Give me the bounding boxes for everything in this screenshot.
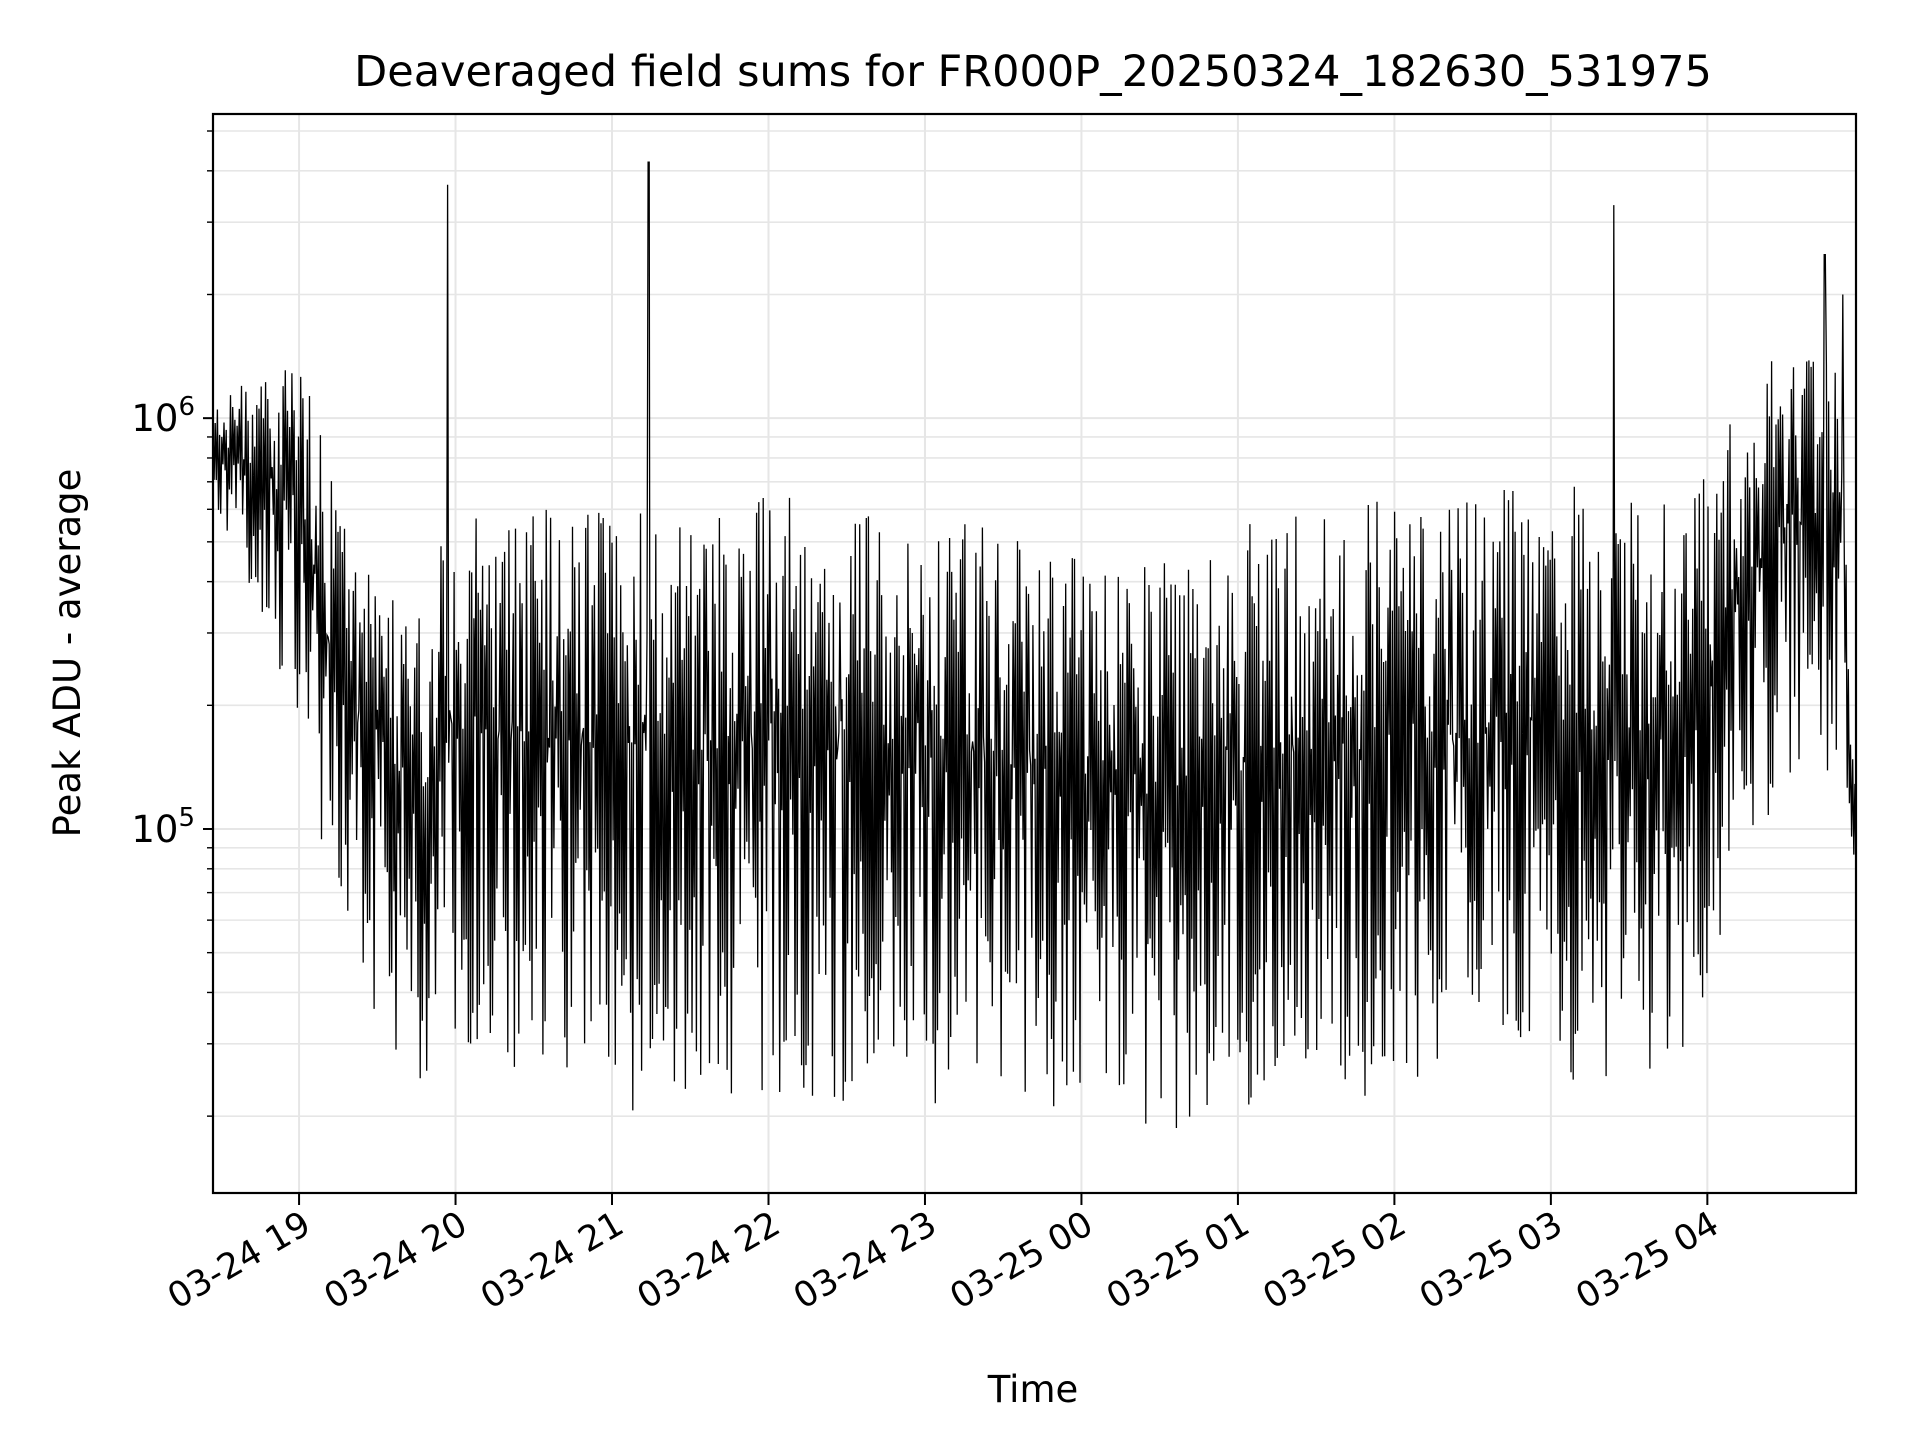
y-tick-label-base: 10 [131, 808, 178, 851]
y-axis-label: Peak ADU - average [46, 469, 89, 838]
series-path [212, 161, 1857, 1129]
y-tick-label: 106 [131, 392, 195, 440]
y-tick-label-exponent: 5 [178, 803, 195, 833]
y-tick-label-exponent: 6 [178, 392, 195, 422]
x-axis-label: Time [987, 1368, 1079, 1411]
y-tick-label-base: 10 [131, 397, 178, 440]
plot-frame [211, 112, 1858, 1195]
y-tick-label: 105 [131, 803, 195, 851]
series-line [212, 161, 1857, 1129]
chart-title: Deaveraged field sums for FR000P_2025032… [354, 47, 1712, 97]
